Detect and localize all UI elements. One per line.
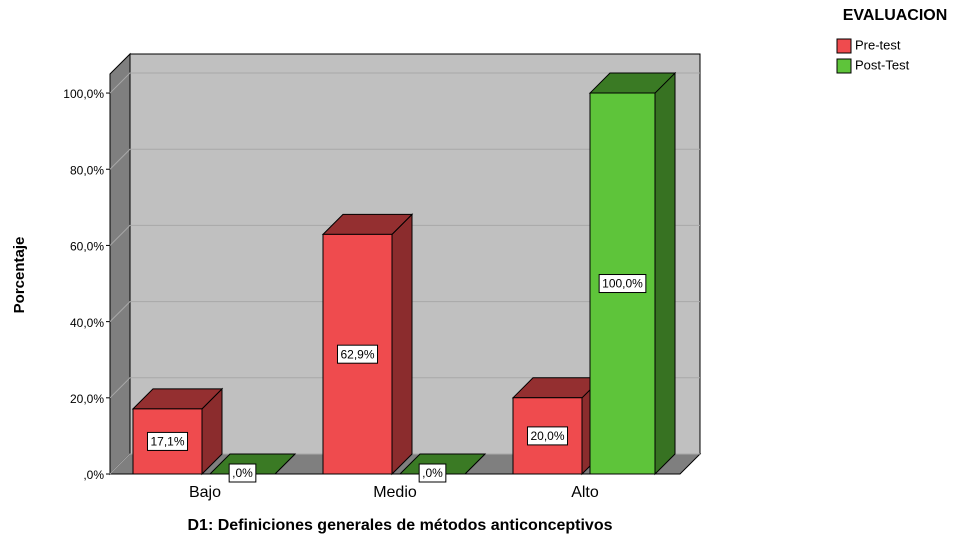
value-label-box xyxy=(228,463,257,483)
left-wall xyxy=(109,52,131,476)
x-axis-label: D1: Definiciones generales de métodos an… xyxy=(187,517,613,534)
grid-line xyxy=(109,224,700,246)
y-tick-label: 60,0% xyxy=(70,240,104,254)
value-label-box xyxy=(336,344,379,364)
value-label: 20,0% xyxy=(530,429,564,443)
bar xyxy=(588,71,677,476)
value-label: ,0% xyxy=(232,466,253,480)
value-label-box xyxy=(418,463,447,483)
value-label-box xyxy=(526,426,569,446)
grid-line xyxy=(109,148,700,170)
value-label: 100,0% xyxy=(602,277,643,291)
value-label: 62,9% xyxy=(340,347,374,361)
legend-swatch xyxy=(836,38,852,54)
value-label-box xyxy=(598,274,647,294)
legend-swatch xyxy=(836,58,852,74)
y-tick-label: 40,0% xyxy=(70,316,104,330)
value-label-box xyxy=(146,431,189,451)
grid-line xyxy=(109,72,700,94)
legend-label: Post-Test xyxy=(855,57,910,72)
bar xyxy=(131,387,224,476)
bar-side xyxy=(654,71,676,476)
value-label: ,0% xyxy=(422,466,443,480)
y-tick-label: 80,0% xyxy=(70,163,104,177)
y-tick-label: 100,0% xyxy=(63,87,104,101)
x-tick-label: Alto xyxy=(571,484,599,501)
grid-line xyxy=(109,453,700,475)
bar xyxy=(321,213,414,476)
y-tick-label: ,0% xyxy=(83,468,104,482)
x-tick-label: Bajo xyxy=(189,484,221,501)
legend-title: EVALUACION xyxy=(843,7,948,24)
grid-line xyxy=(109,377,700,399)
bar xyxy=(511,376,604,476)
legend-label: Pre-test xyxy=(855,37,901,52)
y-axis-label: Porcentaje xyxy=(11,237,28,314)
x-tick-label: Medio xyxy=(373,484,417,501)
bar-side xyxy=(391,213,413,476)
grid-line xyxy=(109,301,700,322)
y-tick-label: 20,0% xyxy=(70,392,104,406)
value-label: 17,1% xyxy=(150,435,184,449)
